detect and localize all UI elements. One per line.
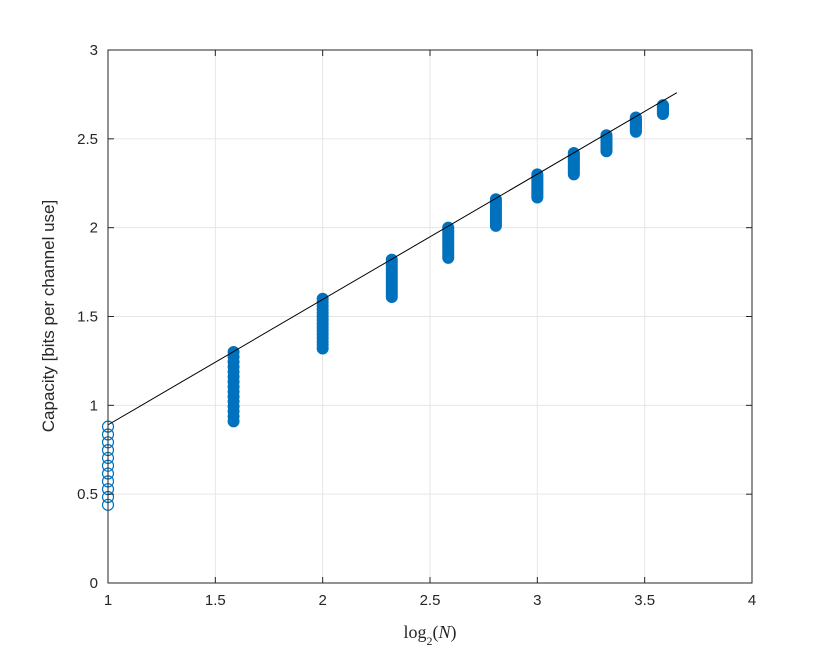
x-tick-label: 3 — [533, 592, 541, 609]
data-point — [489, 193, 502, 206]
data-point — [316, 292, 329, 305]
x-axis-ticks: 1 1.5 2 2.5 3 3.5 4 — [104, 50, 756, 609]
point-group — [316, 292, 329, 355]
y-tick-label: 2 — [90, 220, 98, 237]
y-tick-label: 3 — [90, 42, 98, 59]
point-group — [656, 99, 669, 120]
y-tick-label: 0 — [90, 575, 98, 592]
data-series — [101, 99, 669, 511]
point-group — [629, 111, 642, 138]
y-axis-ticks: 0 0.5 1 1.5 2 2.5 3 — [77, 42, 752, 592]
y-tick-label: 1.5 — [77, 309, 98, 326]
y-tick-label: 0.5 — [77, 486, 98, 503]
point-group — [442, 221, 455, 264]
x-tick-label: 1 — [104, 592, 112, 609]
x-axis-label-var: N — [438, 622, 452, 642]
x-tick-label: 1.5 — [205, 592, 226, 609]
x-tick-label: 2 — [318, 592, 326, 609]
x-tick-label: 4 — [748, 592, 756, 609]
y-tick-label: 1 — [90, 397, 98, 414]
x-tick-label: 2.5 — [420, 592, 441, 609]
point-group — [385, 253, 398, 303]
point-group — [489, 193, 502, 232]
y-tick-label: 2.5 — [77, 131, 98, 148]
reference-line — [107, 92, 678, 426]
point-group — [531, 168, 544, 204]
x-axis-label-subscript: 2 — [427, 634, 433, 648]
y-axis-label: Capacity [bits per channel use] — [39, 200, 58, 432]
point-group — [227, 346, 240, 428]
grid-lines — [108, 50, 752, 583]
data-point — [629, 111, 642, 124]
x-tick-label: 3.5 — [634, 592, 655, 609]
